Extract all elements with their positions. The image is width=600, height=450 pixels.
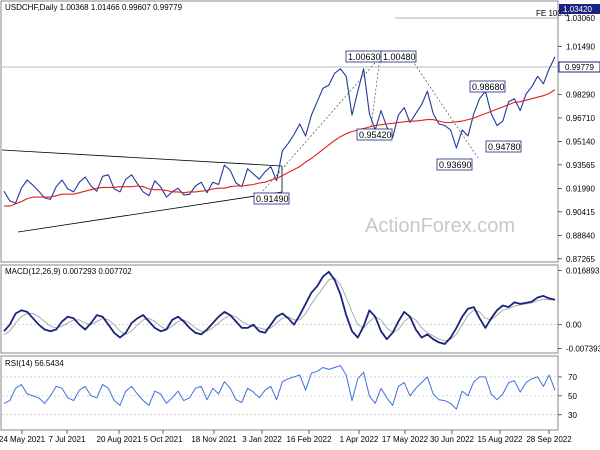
top-badge: 1.03420: [563, 5, 592, 14]
price-tick-label: 0.95140: [566, 137, 595, 146]
price-tick-label: 0.87265: [566, 255, 595, 264]
price-tick-label: 0.93565: [566, 161, 595, 170]
annotation-label: 1.00630: [348, 52, 381, 62]
time-tick-label: 30 Jun 2022: [430, 435, 475, 444]
annotation-label: 0.91490: [256, 194, 289, 204]
sma-line: [4, 89, 556, 207]
rsi-header: RSI(14) 56.5434: [5, 359, 64, 368]
annotation-box: [469, 80, 506, 93]
time-tick-label: 20 Aug 2021: [97, 435, 142, 444]
annotation-box: [436, 158, 473, 171]
annotation-box: [380, 50, 417, 63]
last-price-badge: 0.99779: [565, 63, 594, 72]
annotation-label: 1.00480: [383, 52, 416, 62]
top-axis-label: 1.03060: [566, 14, 595, 23]
macd-tick-label: 0.016893: [566, 267, 600, 276]
macd-tick-label: -0.007393: [566, 344, 600, 353]
rsi-panel-frame: [0, 355, 559, 431]
macd-signal-line: [3, 277, 556, 342]
price-tick-label: 1.01490: [566, 43, 595, 52]
price-axis: 1.01490 0.98290 0.96710 0.95140 0.93565 0.919…: [558, 43, 595, 264]
time-tick-label: 5 Oct 2021: [143, 435, 183, 444]
price-tick-label: 0.91990: [566, 184, 595, 193]
time-tick-label: 18 Nov 2021: [191, 435, 237, 444]
rsi-axis: 70 50 30: [2, 373, 577, 420]
rsi-tick-label: 30: [568, 411, 577, 420]
rsi-tick-label: 70: [568, 373, 577, 382]
time-tick-label: 7 Jul 2021: [49, 435, 86, 444]
macd-series: [3, 270, 556, 345]
price-series: [3, 56, 556, 204]
price-panel-frame: [0, 0, 559, 263]
time-tick-label: 1 Apr 2022: [340, 435, 379, 444]
time-tick-label: 16 Feb 2022: [287, 435, 332, 444]
time-tick-label: 15 Aug 2022: [478, 435, 523, 444]
price-line: [3, 56, 556, 204]
time-axis: 24 May 2021 7 Jul 2021 20 Aug 2021 5 Oct 20…: [0, 430, 572, 444]
annotation-label: 0.94780: [488, 142, 521, 152]
fib-projection-lines: [254, 56, 505, 201]
annotation-label: 0.98680: [472, 82, 505, 92]
macd-line: [3, 270, 556, 345]
time-tick-label: 24 May 2021: [0, 435, 46, 444]
price-tick-label: 0.90415: [566, 208, 595, 217]
time-tick-label: 17 May 2022: [382, 435, 429, 444]
price-tick-label: 0.96710: [566, 114, 595, 123]
annotation-box: [356, 128, 393, 141]
annotation-label: 0.93690: [439, 160, 472, 170]
macd-panel-frame: [0, 264, 559, 354]
last-price-badge-bg: [558, 61, 600, 73]
price-tick-label: 0.98290: [566, 90, 595, 99]
watermark: ActionForex.com: [365, 215, 515, 237]
triangle-pattern: [1, 149, 283, 233]
macd-axis: 0.016893 0.00 -0.007393: [2, 267, 600, 353]
macd-tick-label: 0.00: [566, 321, 582, 330]
price-annotations: 1.00630 1.00480 0.98680 0.95420 0.94780 0.936…: [253, 50, 522, 205]
rsi-line: [3, 365, 556, 410]
rsi-tick-label: 50: [568, 392, 577, 401]
macd-header: MACD(12,26,9) 0.007293 0.007702: [5, 267, 132, 276]
price-tick-label: 0.88840: [566, 231, 595, 240]
time-tick-label: 3 Jan 2022: [242, 435, 282, 444]
annotation-label: 0.95420: [359, 130, 392, 140]
top-badge-bg: [559, 4, 600, 14]
price-header: USDCHF,Daily 1.00368 1.01466 0.99607 0.9…: [5, 3, 183, 12]
annotation-box: [253, 192, 290, 205]
fe-label: FE 100.0: [536, 9, 569, 18]
sma-series: [4, 89, 556, 207]
time-tick-label: 28 Sep 2022: [526, 435, 572, 444]
annotation-box: [485, 140, 522, 153]
rsi-series: [3, 365, 556, 410]
